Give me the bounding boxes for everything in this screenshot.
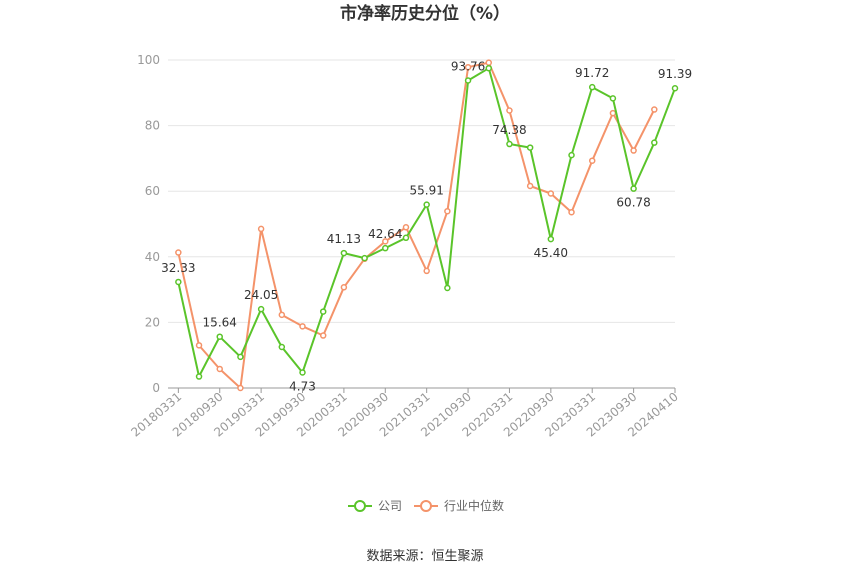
- company-data-label: 15.64: [203, 316, 237, 330]
- industry-median-data-point: [382, 238, 389, 245]
- data-labels: 32.33 15.64 24.05 4.73 41.13 42.64 55.91 93.76 7…: [161, 59, 692, 393]
- company-data-point: [361, 254, 368, 262]
- company-data-point: [526, 144, 534, 151]
- company-data-label: 32.33: [161, 261, 195, 275]
- company-data-point: [216, 333, 223, 340]
- industry-median-data-point: [195, 342, 203, 349]
- company-data-point: [630, 185, 637, 192]
- company-data-label: 93.76: [451, 59, 485, 73]
- company-data-point: [588, 83, 596, 91]
- y-tick-label: 80: [145, 119, 160, 133]
- legend-industry-label: 行业中位数: [444, 498, 504, 513]
- series-lines: [175, 59, 679, 392]
- industry-median-data-point: [588, 157, 596, 164]
- industry-median-data-point: [402, 224, 410, 231]
- company-data-point: [423, 201, 430, 208]
- industry-median-data-point: [630, 147, 637, 154]
- y-tick-label: 0: [152, 381, 160, 395]
- company-data-point: [485, 64, 493, 72]
- company-data-point: [299, 369, 306, 376]
- company-data-point: [237, 353, 244, 361]
- industry-median-data-point: [547, 190, 555, 197]
- company-series-line: [177, 67, 676, 378]
- company-data-label: 55.91: [409, 184, 443, 198]
- industry-median-data-point: [444, 207, 451, 215]
- industry-median-data-point: [237, 384, 244, 392]
- company-data-point: [671, 84, 679, 92]
- company-data-point: [340, 249, 348, 257]
- company-data-label: 24.05: [244, 288, 278, 302]
- company-data-point: [568, 151, 575, 159]
- company-data-point: [506, 140, 513, 148]
- company-data-label: 42.64: [368, 227, 402, 241]
- company-data-point: [278, 343, 286, 351]
- company-data-point: [195, 373, 203, 380]
- company-data-point: [382, 244, 389, 252]
- industry-median-data-point: [464, 63, 472, 71]
- company-data-point: [257, 305, 265, 313]
- company-data-label: 74.38: [492, 123, 526, 137]
- source-note: 数据来源：恒生聚源: [366, 549, 483, 564]
- company-data-label: 45.40: [534, 246, 568, 260]
- chart-title: 市净率历史分位（%）: [340, 3, 510, 24]
- company-data-point: [402, 234, 410, 242]
- legend-industry-marker: [420, 500, 432, 512]
- company-data-point: [175, 278, 182, 286]
- legend-company-marker: [354, 500, 366, 512]
- industry-median-data-point: [175, 249, 182, 256]
- industry-median-data-point: [506, 107, 513, 114]
- industry-median-data-point: [216, 365, 223, 373]
- y-tick-label: 20: [145, 315, 160, 329]
- industry-median-data-point: [299, 323, 306, 330]
- y-tick-label: 40: [145, 250, 160, 264]
- grid: [168, 59, 675, 323]
- company-data-label: 91.72: [575, 66, 609, 80]
- legend: 公司 行业中位数: [348, 498, 504, 513]
- industry-median-data-point: [319, 332, 327, 339]
- company-data-point: [319, 308, 327, 315]
- company-data-label: 60.78: [616, 196, 650, 210]
- industry-median-data-point: [568, 208, 575, 216]
- company-data-point: [547, 235, 555, 243]
- industry-median-data-point: [485, 59, 493, 66]
- industry-median-data-point: [526, 182, 534, 190]
- company-data-point: [609, 95, 617, 102]
- legend-company-label: 公司: [378, 499, 402, 513]
- y-tick-label: 60: [145, 184, 160, 198]
- company-data-label: 41.13: [327, 232, 361, 246]
- axes: 0204060801002018033120180930201903312019…: [128, 53, 680, 440]
- industry-median-series-line: [177, 61, 656, 389]
- company-data-point: [651, 139, 658, 146]
- company-data-label: 4.73: [289, 379, 316, 393]
- industry-median-data-point: [340, 284, 348, 291]
- industry-median-data-point: [423, 267, 430, 275]
- industry-median-data-point: [257, 225, 265, 233]
- company-data-point: [444, 284, 451, 292]
- y-tick-label: 100: [137, 53, 160, 67]
- industry-median-data-point: [651, 106, 658, 113]
- company-data-label: 91.39: [658, 67, 692, 81]
- company-data-point: [464, 77, 472, 84]
- industry-median-data-point: [278, 311, 286, 319]
- industry-median-data-point: [609, 109, 617, 117]
